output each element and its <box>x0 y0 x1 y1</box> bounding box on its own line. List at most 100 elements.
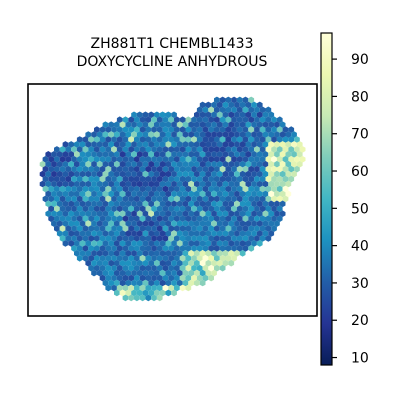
hexbin-cell <box>214 156 220 163</box>
hexbin-cell <box>54 175 60 183</box>
hexbin-cell <box>122 215 129 222</box>
hexbin-cell <box>151 255 157 262</box>
hexbin-cell <box>134 116 140 123</box>
hexbin-cell <box>248 185 255 193</box>
hexbin-cell <box>248 96 255 104</box>
hexbin-cell <box>62 200 69 208</box>
hexbin-cell <box>102 141 109 148</box>
hexbin-cell <box>171 220 177 227</box>
hexbin-cell <box>125 250 132 257</box>
hexbin-cell <box>131 210 137 217</box>
hexbin-cell <box>105 175 112 183</box>
hexbin-cell <box>176 279 183 287</box>
hexbin-cell <box>131 141 137 148</box>
hexbin-cell <box>179 146 186 153</box>
hexbin-cell <box>159 160 166 168</box>
hexbin-cell <box>119 180 126 188</box>
hexbin-cell <box>148 279 154 287</box>
hexbin-cell <box>39 170 46 178</box>
hexbin-cell <box>231 205 237 213</box>
hexbin-cell <box>96 220 103 227</box>
hexbin-cell <box>234 141 240 148</box>
hexbin-cell <box>245 131 252 138</box>
hexbin-cell <box>134 215 140 222</box>
hexbin-cell <box>208 156 214 163</box>
hexbin-cell <box>105 185 112 193</box>
hexbin-cell <box>108 240 114 247</box>
hexbin-cell <box>248 156 255 163</box>
hexbin-cell <box>274 141 280 148</box>
colorbar-tick-label: 10 <box>351 351 369 367</box>
hexbin-cell <box>65 215 72 222</box>
hexbin-cell <box>108 259 114 267</box>
hexbin-cell <box>165 141 172 148</box>
hexbin-cell <box>288 165 295 173</box>
hexbin-cell <box>114 240 120 247</box>
hexbin-cell <box>242 126 249 133</box>
hexbin-cell <box>71 156 77 163</box>
hexbin-cell <box>185 116 192 123</box>
hexbin-cell <box>96 170 103 178</box>
hexbin-cell <box>294 136 300 143</box>
hexbin-cell <box>262 220 269 227</box>
hexbin-cell <box>262 210 269 217</box>
hexbin-cell <box>59 235 66 242</box>
hexbin-cell <box>94 195 100 203</box>
hexbin-cell <box>196 175 203 183</box>
hexbin-cell <box>182 200 189 208</box>
hexbin-cell <box>136 170 143 178</box>
hexbin-cell <box>182 240 189 247</box>
hexbin-cell <box>271 185 277 193</box>
hexbin-cell <box>154 289 160 297</box>
hexbin-cell <box>114 200 120 208</box>
hexbin-cell <box>245 101 252 109</box>
hexbin-cell <box>125 230 132 237</box>
hexbin-cell <box>139 225 146 232</box>
hexbin-cell <box>65 235 72 242</box>
hexbin-cell <box>205 131 212 138</box>
hexbin-cell <box>199 170 206 178</box>
hexbin-cell <box>128 156 134 163</box>
hexbin-cell <box>242 136 249 143</box>
hexbin-cell <box>196 106 203 114</box>
hexbin-cell <box>82 245 89 252</box>
hexbin-cell <box>74 200 80 208</box>
hexbin-cell <box>228 131 235 138</box>
hexbin-cell <box>128 264 134 272</box>
hexbin-cell <box>259 146 266 153</box>
hexbin-cell <box>151 274 157 282</box>
hexbin-cell <box>168 146 174 153</box>
hexbin-cell <box>205 220 212 227</box>
hexbin-cell <box>85 131 92 138</box>
hexbin-cell <box>239 121 246 128</box>
hexbin-cell <box>45 170 52 178</box>
hexbin-cell <box>236 175 243 183</box>
hexbin-cell <box>202 264 209 272</box>
hexbin-cell <box>299 156 306 163</box>
hexbin-cell <box>279 180 286 188</box>
hexbin-cell <box>145 235 152 242</box>
hexbin-cell <box>125 141 132 148</box>
hexbin-cell <box>205 200 212 208</box>
hexbin-cell <box>296 151 303 158</box>
hexbin-cell <box>194 220 200 227</box>
hexbin-cell <box>191 255 197 262</box>
hexbin-cell <box>88 185 94 193</box>
hexbin-cell <box>134 126 140 133</box>
hexbin-cell <box>136 151 143 158</box>
hexbin-cell <box>294 146 300 153</box>
hexbin-cell <box>234 210 240 217</box>
hexbin-cell <box>131 111 137 119</box>
hexbin-cell <box>96 230 103 237</box>
hexbin-cell <box>216 200 223 208</box>
hexbin-cell <box>122 146 129 153</box>
hexbin-cell <box>259 225 266 232</box>
hexbin-cell <box>279 200 286 208</box>
hexbin-cell <box>234 200 240 208</box>
hexbin-cell <box>139 146 146 153</box>
hexbin-cell <box>159 190 166 198</box>
hexbin-cell <box>185 205 192 213</box>
hexbin-cell <box>88 245 94 252</box>
hexbin-cell <box>151 116 157 123</box>
hexbin-cell <box>94 225 100 232</box>
